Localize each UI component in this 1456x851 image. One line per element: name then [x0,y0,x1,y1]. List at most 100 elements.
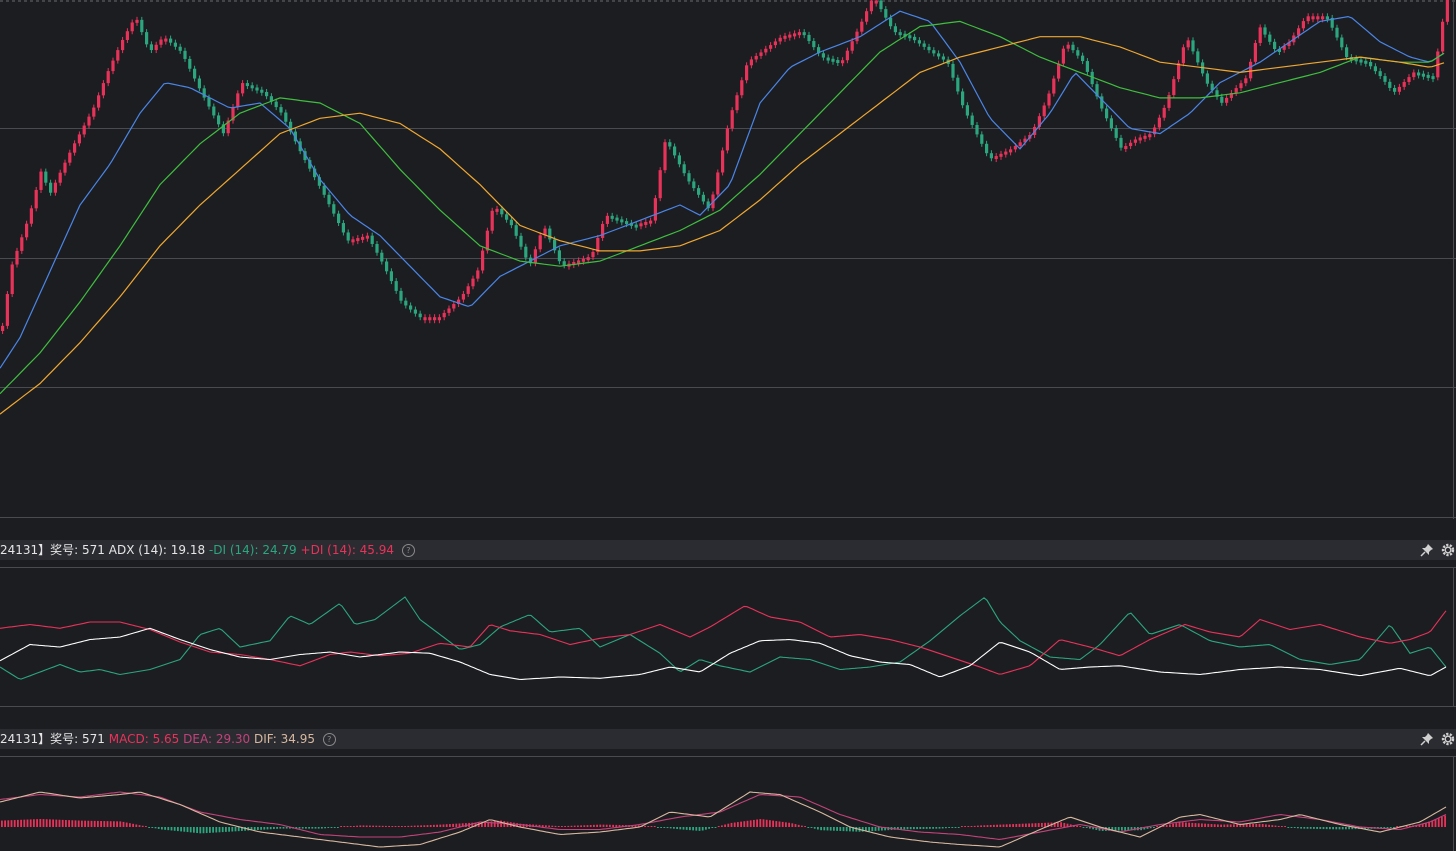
price-chart-pane[interactable] [0,0,1456,519]
macd-bar [173,827,176,831]
candle-body [1441,21,1445,52]
macd-bar [1252,823,1254,827]
macd-bar [372,825,374,827]
candle-body [68,152,72,163]
macd-indicator-pane[interactable] [0,756,1456,851]
macd-bar [29,819,32,827]
gear-icon[interactable] [1441,732,1455,746]
macd-bar [884,827,886,831]
adx-value-label: ADX (14): 19.18 [108,543,206,557]
candle-body [1220,96,1224,103]
candle-body [159,39,163,45]
macd-bar [1201,823,1203,827]
macd-bar [765,819,768,827]
macd-bar [986,825,989,827]
candle-body [250,85,254,89]
macd-bar [1345,827,1347,830]
macd-bar [839,827,842,831]
candle-body [25,223,29,238]
macd-bar [1322,827,1325,830]
macd-bar [922,827,925,829]
candle-body [1090,71,1094,85]
macd-bar [1085,827,1088,828]
candle-body [135,19,139,23]
candle-body [149,44,153,51]
candle-body [236,93,240,107]
pin-icon[interactable] [1420,732,1434,746]
candle-body [725,128,729,151]
macd-bar [615,824,618,827]
macd-bar [874,827,877,831]
candle-body [1234,88,1238,94]
candle-body [1287,42,1291,47]
macd-bar [71,820,74,827]
adx-indicator-pane[interactable] [0,567,1456,707]
candle-body [1186,40,1190,48]
candle-body [735,95,739,111]
question-icon[interactable]: ? [401,544,415,557]
macd-bar [1082,827,1085,828]
macd-bar [298,827,301,829]
macd-bar [375,825,378,827]
candle-body [77,134,81,144]
candle-body [284,112,288,122]
macd-bar [909,827,912,830]
macd-bar [1153,827,1155,828]
macd-bar [257,827,259,830]
candle-body [1037,116,1041,127]
candle-body [629,222,633,226]
question-icon[interactable]: ? [322,733,336,746]
candle-body [1297,28,1301,36]
macd-bar [52,819,54,827]
candle-body [58,172,62,183]
macd-bar [1044,822,1046,827]
macd-bar [961,826,963,827]
macd-bar [138,825,141,827]
candle-body [557,250,561,262]
candle-body [356,238,360,242]
macd-bar [42,819,45,827]
macd-bar [657,827,659,828]
macd-bar [666,827,669,829]
pin-icon[interactable] [1420,543,1434,557]
macd-bar [205,827,208,834]
macd-bar [1409,825,1411,827]
candle-body [1316,16,1320,20]
macd-bar [1009,824,1011,827]
macd-bar [36,819,38,827]
candle-body [764,48,768,53]
macd-bar [151,827,154,828]
macd-bar [653,826,656,827]
candle-body [15,250,19,265]
macd-bar [436,824,438,827]
macd-legend-bar: 24131】奖号: 571 MACD: 5.65 DEA: 29.30 DIF:… [0,729,1456,749]
macd-bar [407,825,410,827]
macd-bar [948,827,950,828]
macd-bar [1348,827,1350,830]
macd-bar [61,819,64,827]
candle-body [1138,137,1142,141]
macd-bar [343,826,346,827]
candle-body [399,290,403,301]
macd-bar [1281,826,1283,827]
macd-bar [1,820,3,827]
candle-body [519,235,523,247]
macd-bar [266,827,269,830]
macd-bar [1437,818,1440,827]
macd-bar [1274,825,1277,827]
macd-bar [1220,824,1222,827]
macd-bar [1181,822,1184,827]
macd-bar [820,827,822,831]
gear-icon[interactable] [1441,543,1455,557]
macd-bar [833,827,835,831]
macd-bar [1111,827,1114,831]
macd-bar [1338,827,1341,830]
macd-bar [337,827,339,828]
macd-bar [1178,822,1181,827]
macd-bar [132,823,134,827]
macd-bar [1242,824,1245,827]
macd-bar [602,824,605,827]
candle-body [1143,135,1147,139]
candle-body [610,215,614,219]
macd-bar [801,825,803,827]
